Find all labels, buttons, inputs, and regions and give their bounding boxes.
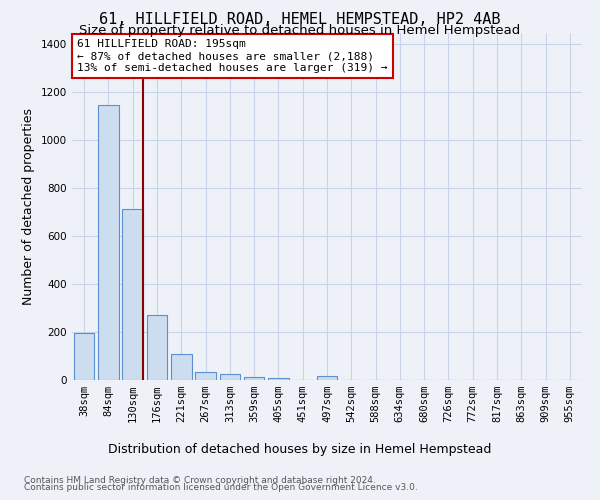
Bar bbox=[98, 105, 119, 380]
Bar bbox=[268, 378, 289, 380]
Text: Contains public sector information licensed under the Open Government Licence v3: Contains public sector information licen… bbox=[24, 484, 418, 492]
Bar bbox=[195, 372, 216, 380]
Bar bbox=[171, 354, 191, 380]
Bar bbox=[146, 316, 167, 380]
Text: 61, HILLFIELD ROAD, HEMEL HEMPSTEAD, HP2 4AB: 61, HILLFIELD ROAD, HEMEL HEMPSTEAD, HP2… bbox=[99, 12, 501, 28]
Bar bbox=[244, 377, 265, 380]
Text: Size of property relative to detached houses in Hemel Hempstead: Size of property relative to detached ho… bbox=[79, 24, 521, 37]
Y-axis label: Number of detached properties: Number of detached properties bbox=[22, 108, 35, 304]
Bar bbox=[317, 376, 337, 380]
Text: Contains HM Land Registry data © Crown copyright and database right 2024.: Contains HM Land Registry data © Crown c… bbox=[24, 476, 376, 485]
Text: Distribution of detached houses by size in Hemel Hempstead: Distribution of detached houses by size … bbox=[109, 442, 491, 456]
Text: 61 HILLFIELD ROAD: 195sqm
← 87% of detached houses are smaller (2,188)
13% of se: 61 HILLFIELD ROAD: 195sqm ← 87% of detac… bbox=[77, 40, 388, 72]
Bar bbox=[74, 334, 94, 380]
Bar bbox=[122, 208, 143, 380]
Bar bbox=[220, 374, 240, 380]
